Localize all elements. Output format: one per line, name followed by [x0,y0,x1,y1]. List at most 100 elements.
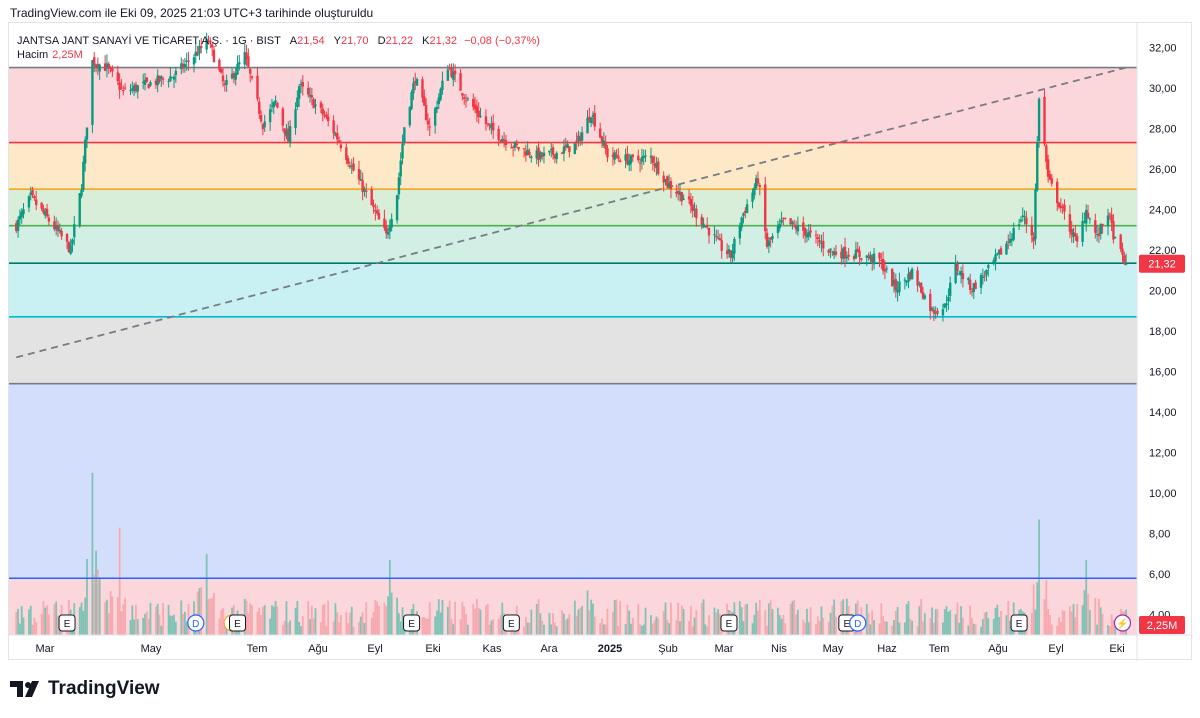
volume-bar [932,622,935,635]
chart-frame[interactable]: 32,00 30,00 28,00 26,00 24,00 22,00 20,00 18,00… [8,22,1193,661]
candle-body [542,152,546,157]
candle [401,134,404,165]
candle [929,288,932,320]
volume-bar [784,623,787,635]
volume-bar [95,550,97,635]
candle [219,67,223,74]
volume-bar [624,624,627,635]
volume-bar [905,604,908,635]
zone-band [9,225,1137,264]
candle [272,101,275,115]
event-marker[interactable]: E [1010,614,1028,632]
volume-bar [604,624,607,635]
candle-body [923,295,927,299]
y-tick-label: 14,00 [1149,407,1177,419]
candle [782,217,785,226]
volume-bar [1112,619,1115,635]
candle-body [20,211,23,218]
volume-bar [352,626,355,635]
candle-body [680,192,684,202]
event-marker[interactable]: E [58,614,76,632]
candle [299,79,303,94]
candle-body [145,77,149,82]
x-tick-label: Eki [425,643,440,655]
volume-bar [923,613,926,635]
legend-symbol: JANTSA JANT SANAYİ VE TİCARET A.Ş. · 1G … [17,35,281,47]
volume-bar [1007,600,1010,635]
event-marker[interactable]: E [403,614,421,632]
candle-body [1012,228,1015,240]
candle [256,67,259,102]
candle-body [1088,218,1092,220]
candle-body [528,151,531,156]
candle [847,247,850,261]
candle [1061,203,1064,214]
candle-body [372,205,375,208]
candle [693,202,696,218]
volume-bar [245,600,248,635]
candle [107,61,110,75]
candle-body [720,240,723,251]
candle [834,245,838,257]
event-marker[interactable]: E [502,614,520,632]
candle [903,277,907,290]
candle-body [129,90,132,92]
volume-bar [956,602,959,635]
candle [1114,236,1117,239]
candle [236,55,239,75]
candle-body [53,221,56,230]
volume-bar [136,619,139,635]
volume-bar [922,621,924,635]
candle-body [385,225,388,234]
tradingview-logo[interactable]: TradingView [10,678,160,700]
y-tick-label: 8,00 [1149,529,1170,541]
candle-body [270,105,274,107]
candle-body [388,226,392,232]
volume-bar [1087,593,1089,635]
candle [856,242,859,253]
candle-body [832,251,836,256]
event-marker[interactable]: E [229,614,247,632]
candle [258,97,261,119]
x-tick-label: Şub [658,643,678,655]
event-marker[interactable]: D [187,614,205,632]
candle [943,303,946,309]
candle [987,263,990,277]
candle-body [141,81,145,83]
candle-body [693,208,696,210]
candle-body [949,282,952,297]
candle-body [375,210,379,214]
candle [462,94,466,105]
event-marker[interactable]: D [849,614,867,632]
candle-body [600,136,604,143]
candle [270,98,274,113]
candle-body [103,63,107,71]
event-marker[interactable]: ⚡ [1113,614,1132,632]
candle [297,83,301,107]
chart-svg[interactable]: 32,00 30,00 28,00 26,00 24,00 22,00 20,00 18,00… [9,23,1193,661]
candle [111,65,114,78]
candle [308,87,312,103]
candle [780,211,783,225]
legend-close: 21,32 [429,35,458,47]
candle-body [551,147,555,155]
candle [423,89,426,106]
candle-body [274,100,277,103]
volume-bar [158,614,161,635]
volume-bar [894,610,897,635]
event-marker[interactable]: E [720,614,738,632]
candle-body [751,192,754,202]
volume-bar [261,606,264,635]
volume-bar [222,608,224,635]
candle-body [934,312,937,314]
volume-bar [465,613,467,635]
candle [731,243,734,264]
candle-body [626,153,629,165]
candle [149,80,152,87]
marker-layer[interactable]: EDSEEEEEDE⚡ [58,614,1132,632]
volume-bar [617,626,620,635]
candle [472,93,475,111]
volume-bar [1036,582,1039,635]
y-tick-label: 22,00 [1149,245,1177,257]
candle-body [337,140,341,142]
